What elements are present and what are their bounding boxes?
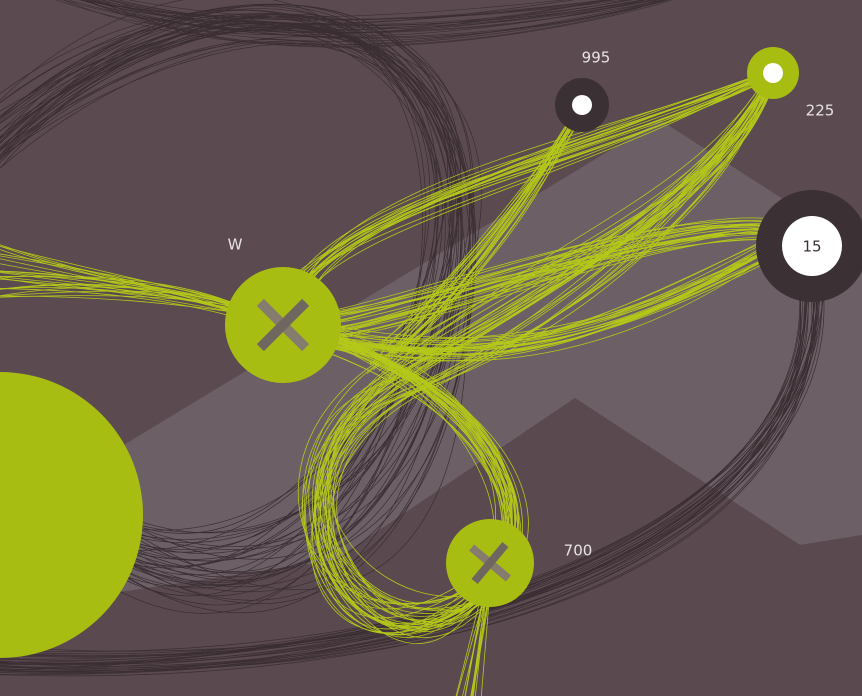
node-label: 225 — [806, 102, 835, 120]
game-scene: 995 225 W 15 700 — [0, 0, 862, 696]
node-label: 995 — [582, 49, 611, 67]
node-label: W — [228, 236, 243, 254]
node-core — [572, 95, 592, 115]
node-label: 700 — [564, 542, 593, 560]
node-label: 15 — [802, 238, 821, 256]
node-core — [763, 63, 783, 83]
